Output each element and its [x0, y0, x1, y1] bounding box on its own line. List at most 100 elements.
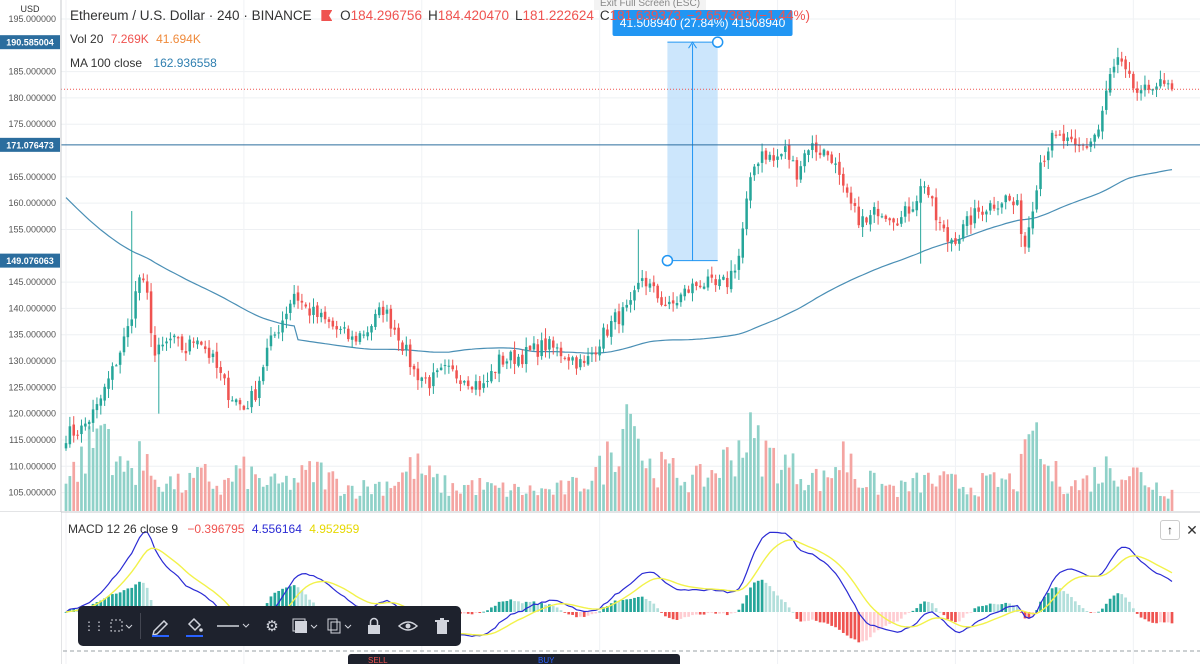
macd-histogram-bar [582, 612, 586, 617]
volume-bar [694, 465, 698, 511]
volume-bar [745, 452, 748, 511]
line-style-icon[interactable] [213, 612, 253, 640]
macd-histogram-bar [957, 612, 961, 622]
macd-histogram-bar [934, 608, 938, 612]
volume-bar [343, 493, 346, 511]
candle-body [559, 347, 563, 357]
candle-body [826, 151, 830, 156]
volume-bar [107, 428, 110, 511]
macd-histogram-bar [876, 612, 880, 631]
volume-legend[interactable]: Vol 20 7.269K 41.694K [70, 32, 205, 46]
grip-icon[interactable]: ⋮⋮ [83, 619, 105, 633]
ma-legend[interactable]: MA 100 close 162.936558 [70, 56, 221, 70]
macd-histogram-bar [513, 601, 516, 612]
volume-bar [524, 493, 528, 511]
volume-bar [192, 477, 195, 511]
candle-body [586, 356, 590, 365]
trash-icon[interactable] [427, 612, 457, 640]
macd-histogram-bar [1000, 604, 1004, 612]
sell-tab[interactable]: SELL [368, 656, 388, 664]
select-box-icon[interactable] [106, 612, 136, 640]
candle-body [633, 290, 636, 301]
candle-body [1166, 83, 1170, 85]
candle-body [99, 398, 103, 406]
candle-body [416, 368, 420, 381]
candle-body [319, 312, 323, 318]
candle-body [300, 300, 304, 303]
macd-histogram-bar [609, 603, 613, 612]
candle-body [590, 353, 594, 355]
buy-tab[interactable]: BUY [538, 656, 555, 664]
candle-body [165, 341, 168, 344]
macd-close-button[interactable]: ✕ [1184, 520, 1200, 540]
macd-histogram-bar [68, 609, 72, 612]
candle-body [668, 301, 671, 305]
macd-histogram-bar [1054, 587, 1058, 612]
flag-icon[interactable] [321, 10, 333, 21]
exit-fullscreen-hint[interactable]: Exit Full Screen (ESC) [594, 0, 707, 10]
volume-bar [892, 485, 895, 511]
symbol-title[interactable]: Ethereum / U.S. Dollar · 240 · BINANCE [70, 8, 312, 23]
volume-bar [87, 426, 91, 511]
candle-body [84, 423, 87, 427]
macd-histogram-bar [606, 606, 609, 612]
candle-body [1112, 66, 1116, 73]
macd-legend[interactable]: MACD 12 26 close 9 −0.396795 4.556164 4.… [68, 522, 363, 536]
candle-body [223, 374, 226, 379]
volume-bar [1120, 479, 1124, 511]
macd-histogram-bar [865, 612, 868, 641]
volume-bar [196, 466, 199, 511]
layers-icon[interactable] [291, 612, 321, 640]
volume-bar [722, 449, 725, 511]
candle-body [188, 339, 192, 352]
macd-histogram-bar [281, 588, 284, 612]
candle-body [524, 347, 528, 365]
candle-body [977, 207, 980, 212]
volume-bar [981, 473, 984, 511]
candle-body [103, 386, 106, 401]
volume-bar [985, 475, 988, 511]
volume-bar [1070, 486, 1073, 511]
volume-bar [660, 451, 663, 511]
volume-bar [172, 489, 176, 511]
volume-bar [497, 487, 501, 511]
macd-histogram-bar [1155, 612, 1158, 624]
pencil-icon[interactable] [145, 612, 175, 640]
candle-body [582, 360, 586, 363]
volume-bar [459, 493, 462, 511]
horizontal-line-drawing[interactable] [61, 88, 1200, 146]
candle-body [602, 327, 605, 349]
macd-histogram-bar [919, 603, 922, 612]
macd-move-up-button[interactable]: ↑ [1160, 520, 1180, 540]
measure-tool[interactable]: 41.508940 (27.84%) 41508940 [612, 10, 793, 267]
fill-bucket-icon[interactable] [179, 612, 209, 640]
price-highlight-box [0, 35, 60, 50]
lock-icon[interactable] [359, 612, 389, 640]
candle-body [903, 206, 907, 217]
volume-bar [1058, 486, 1062, 511]
macd-histogram-bar [138, 581, 141, 612]
copy-icon[interactable] [325, 612, 355, 640]
candle-body [408, 344, 412, 368]
macd-histogram-bar [636, 596, 640, 612]
candle-body [258, 380, 261, 399]
candle-body [455, 370, 458, 379]
gear-icon[interactable]: ⚙ [265, 618, 279, 635]
volume-bar [517, 486, 520, 511]
candle-body [613, 312, 617, 323]
macd-histogram-bar [776, 595, 779, 612]
candlesticks[interactable] [64, 47, 1174, 451]
macd-histogram-bar [687, 612, 690, 617]
candle-body [830, 154, 833, 163]
eye-icon[interactable] [393, 612, 423, 640]
volume-bar [772, 447, 776, 511]
candle-body [892, 218, 895, 223]
macd-histogram-bar [702, 612, 706, 615]
candle-body [865, 217, 868, 223]
volume-bar [234, 465, 238, 511]
volume-bar [644, 468, 648, 511]
volume-bar [675, 477, 679, 511]
